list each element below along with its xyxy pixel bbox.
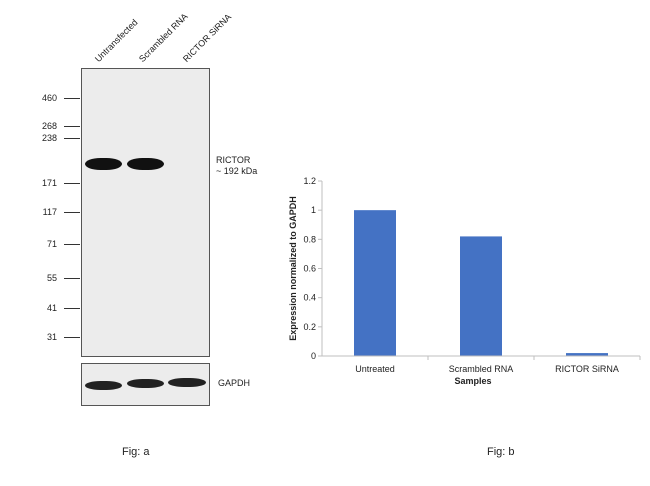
mw-tick-171 xyxy=(64,183,80,184)
x-tick-label: Scrambled RNA xyxy=(449,364,514,374)
target-label-name: RICTOR xyxy=(216,155,251,165)
y-tick-label: 0.6 xyxy=(303,264,316,274)
mw-marker-71: 71 xyxy=(46,239,57,249)
fig-b-caption: Fig: b xyxy=(487,446,515,458)
y-tick-label: 0.8 xyxy=(303,234,316,244)
y-tick-label: 0.4 xyxy=(303,293,316,303)
rictor-band-untransfected xyxy=(85,158,122,170)
y-tick-label: 1 xyxy=(311,205,316,215)
mw-marker-171: 171 xyxy=(41,178,57,188)
rictor-band-scrambled-rna xyxy=(127,158,164,170)
x-axis-title: Samples xyxy=(454,376,491,386)
x-tick-label: Untreated xyxy=(355,364,395,374)
mw-marker-31: 31 xyxy=(46,332,57,342)
fig-a-caption: Fig: a xyxy=(122,446,150,458)
x-tick-label: RICTOR SiRNA xyxy=(555,364,619,374)
gapdh-band-rictor-sirna xyxy=(168,378,206,387)
mw-marker-41: 41 xyxy=(46,303,57,313)
y-tick-label: 0.2 xyxy=(303,322,316,332)
mw-marker-238: 238 xyxy=(41,133,57,143)
main-blot-membrane xyxy=(81,68,210,357)
y-axis-title: Expression normalized to GAPDH xyxy=(288,196,298,341)
target-label: RICTOR ~ 192 kDa xyxy=(216,155,257,177)
bar xyxy=(460,236,502,356)
mw-tick-268 xyxy=(64,126,80,127)
mw-marker-55: 55 xyxy=(46,273,57,283)
target-label-size: ~ 192 kDa xyxy=(216,166,258,176)
mw-tick-71 xyxy=(64,244,80,245)
gapdh-band-scrambled-rna xyxy=(127,379,164,388)
gapdh-band-untransfected xyxy=(85,381,122,390)
mw-tick-41 xyxy=(64,308,80,309)
mw-marker-117: 117 xyxy=(42,207,57,217)
loading-control-label: GAPDH xyxy=(218,378,251,388)
bar xyxy=(354,210,396,356)
mw-marker-460: 460 xyxy=(41,93,57,103)
mw-tick-117 xyxy=(64,212,80,213)
mw-marker-268: 268 xyxy=(41,121,57,131)
mw-tick-31 xyxy=(64,337,80,338)
y-tick-label: 0 xyxy=(311,351,316,361)
mw-tick-238 xyxy=(64,138,80,139)
y-tick-label: 1.2 xyxy=(303,176,316,186)
mw-tick-55 xyxy=(64,278,80,279)
mw-tick-460 xyxy=(64,98,80,99)
bar xyxy=(566,353,608,356)
